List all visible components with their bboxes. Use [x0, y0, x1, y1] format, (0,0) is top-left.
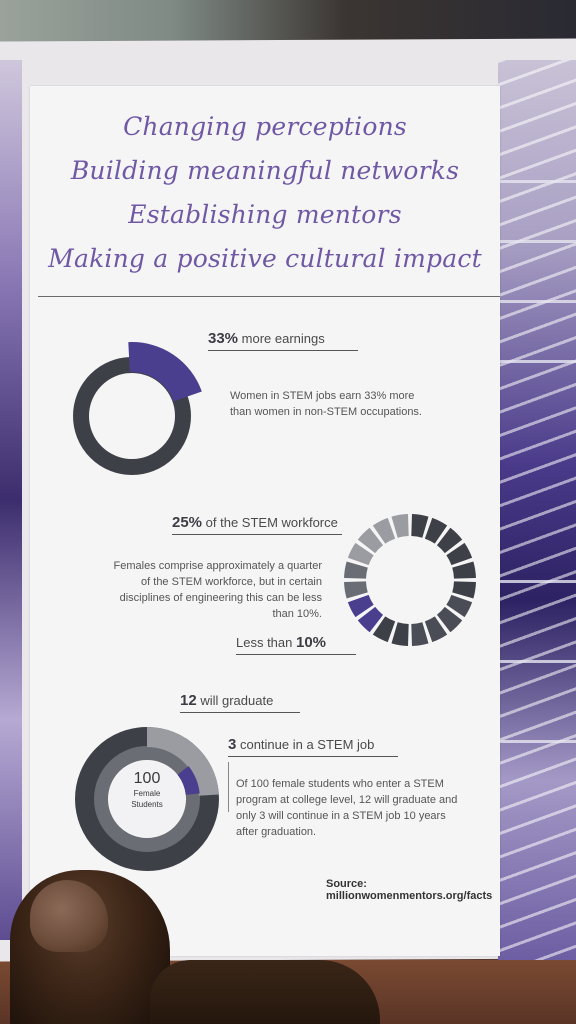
workforce-segment: [452, 581, 476, 599]
workforce-value: 25%: [172, 514, 203, 531]
workforce-segment: [357, 606, 384, 633]
workforce-desc-line2: of the STEM workforce, but in certain: [141, 576, 322, 588]
thumbnail: [30, 880, 108, 952]
workforce-segment: [424, 517, 448, 544]
workforce-segment: [372, 517, 396, 544]
workforce-segment: [344, 561, 368, 579]
workforce-segment: [411, 514, 429, 538]
engineering-prefix: Less than: [236, 635, 293, 650]
students-description: Of 100 female students who enter a STEM …: [236, 776, 486, 840]
students-inner-ring: [94, 746, 200, 852]
students-desc-line3: only 3 will continue in a STEM job 10 ye…: [236, 810, 446, 822]
workforce-segment-ring: [344, 514, 476, 646]
earnings-description: Women in STEM jobs earn 33% more than wo…: [230, 388, 480, 420]
workforce-callout: 25% of the STEM workforce: [172, 514, 342, 535]
stem-job-slice: [177, 766, 200, 795]
graduate-value: 12: [180, 692, 197, 709]
workforce-segment: [436, 527, 463, 554]
workforce-segment: [344, 581, 368, 599]
workforce-segment: [347, 542, 374, 566]
source-citation: Source: millionwomenmentors.org/facts: [326, 878, 493, 902]
stem-job-value: 3: [228, 736, 237, 753]
heading-changing-perceptions: Changing perceptions: [123, 112, 407, 141]
graduate-slice: [147, 727, 219, 796]
workforce-segment: [347, 594, 374, 618]
students-center: [109, 761, 185, 837]
workforce-segment: [436, 606, 463, 633]
workforce-desc-line4: than 10%.: [272, 608, 322, 620]
earnings-callout: 33% more earnings: [208, 330, 358, 351]
workforce-segment: [446, 594, 473, 618]
students-desc-line1: Of 100 female students who enter a STEM: [236, 778, 444, 790]
earnings-value: 33%: [208, 330, 239, 347]
students-donut: [75, 727, 219, 871]
workforce-desc-line1: Females comprise approximately a quarter: [113, 560, 322, 572]
earnings-desc-line2: than women in non-STEM occupations.: [230, 406, 422, 418]
hand: [150, 960, 380, 1024]
workforce-segment: [391, 514, 409, 538]
workforce-description: Females comprise approximately a quarter…: [60, 558, 322, 622]
workforce-segment: [372, 616, 396, 643]
graduate-callout: 12 will graduate: [180, 692, 300, 713]
building-photo-strip: [498, 60, 576, 960]
workforce-segment: [446, 542, 473, 566]
students-line2: Students: [131, 800, 163, 809]
workforce-desc-line3: disciplines of engineering this can be l…: [119, 592, 322, 604]
earnings-desc-line1: Women in STEM jobs earn 33% more: [230, 390, 415, 402]
brochure-left-flap: [0, 60, 22, 940]
earnings-slice: [128, 342, 202, 402]
graduate-label: will graduate: [200, 693, 274, 708]
stem-job-label: continue in a STEM job: [239, 737, 375, 752]
earnings-donut: [73, 342, 202, 475]
workforce-segment: [357, 527, 384, 554]
stem-job-leader: [228, 762, 229, 812]
students-center-label: 100 Female Students: [112, 770, 182, 810]
students-desc-line2: program at college level, 12 will gradua…: [236, 794, 458, 806]
workforce-segment: [424, 616, 448, 643]
heading-networks: Building meaningful networks: [70, 156, 460, 185]
students-desc-line4: after graduation.: [236, 826, 317, 838]
students-number: 100: [133, 770, 161, 787]
workforce-label: of the STEM workforce: [205, 515, 338, 530]
engineering-callout: Less than 10%: [236, 634, 356, 655]
stem-job-callout: 3 continue in a STEM job: [228, 736, 398, 757]
workforce-segment: [452, 561, 476, 579]
divider: [38, 296, 500, 297]
heading-mentors: Establishing mentors: [128, 200, 402, 229]
engineering-value: 10%: [296, 634, 327, 651]
earnings-label: more earnings: [241, 331, 325, 346]
workforce-segment: [391, 622, 409, 646]
students-line1: Female: [133, 789, 161, 798]
workforce-segment: [411, 622, 429, 646]
heading-cultural-impact: Making a positive cultural impact: [48, 244, 482, 273]
infographic-page: Changing perceptions Building meaningful…: [30, 86, 500, 956]
